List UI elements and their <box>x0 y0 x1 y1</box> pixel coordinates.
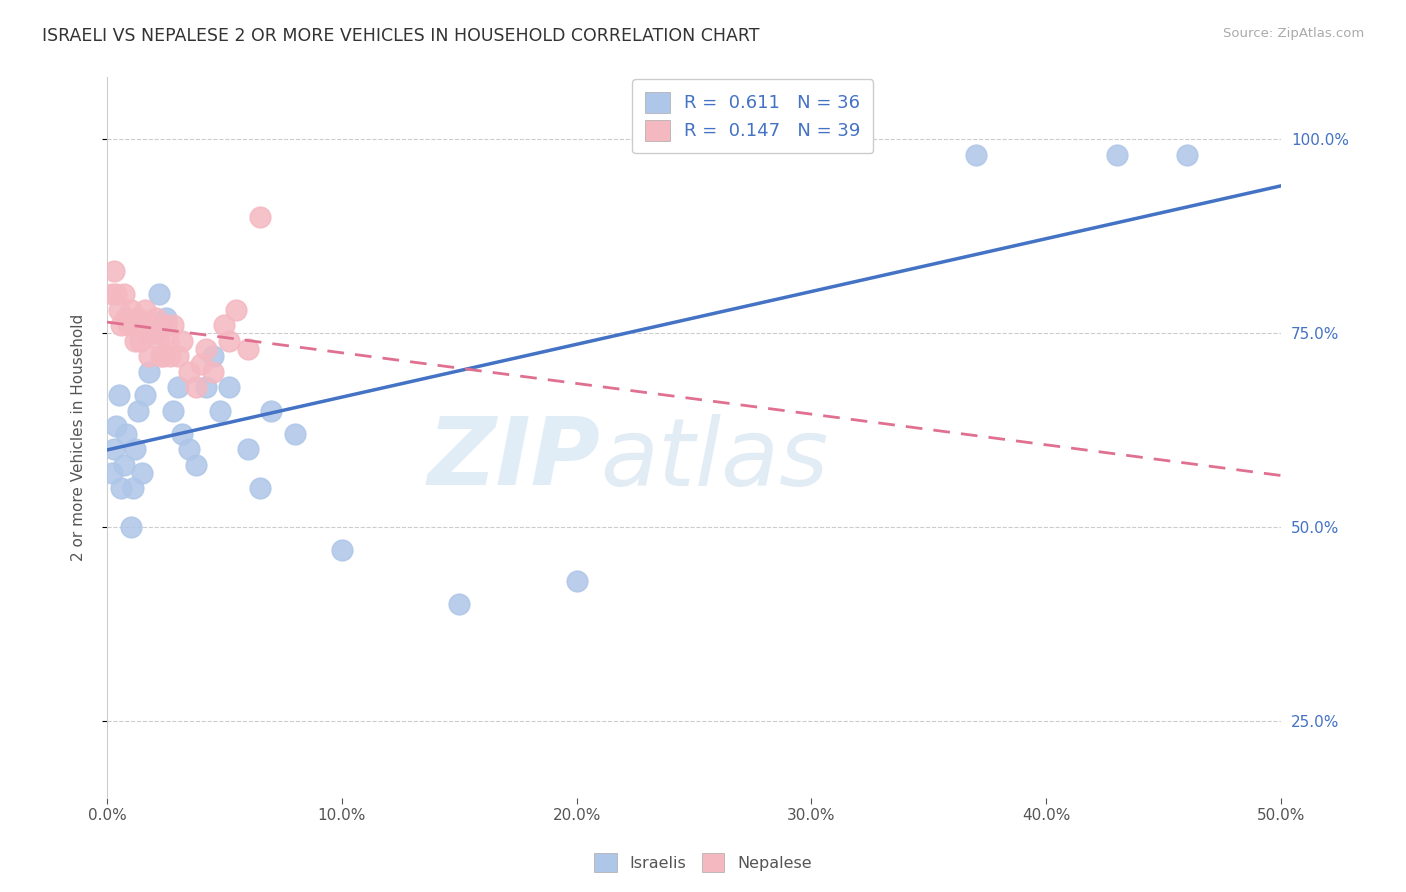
Point <box>186 380 208 394</box>
Point <box>330 543 353 558</box>
Point <box>110 318 132 333</box>
Point <box>150 350 173 364</box>
Text: Source: ZipAtlas.com: Source: ZipAtlas.com <box>1223 27 1364 40</box>
Point <box>162 318 184 333</box>
Point <box>115 310 138 325</box>
Point <box>134 302 156 317</box>
Point <box>155 318 177 333</box>
Point <box>124 442 146 457</box>
Text: atlas: atlas <box>600 414 828 505</box>
Point <box>141 326 163 340</box>
Point <box>162 403 184 417</box>
Point <box>186 458 208 472</box>
Point <box>172 334 194 348</box>
Point <box>190 357 212 371</box>
Point <box>236 342 259 356</box>
Point <box>134 388 156 402</box>
Point <box>136 326 159 340</box>
Point <box>143 318 166 333</box>
Point <box>115 426 138 441</box>
Point <box>122 481 145 495</box>
Point <box>214 318 236 333</box>
Point <box>157 334 180 348</box>
Point <box>131 466 153 480</box>
Point <box>108 388 131 402</box>
Point <box>166 350 188 364</box>
Legend: R =  0.611   N = 36, R =  0.147   N = 39: R = 0.611 N = 36, R = 0.147 N = 39 <box>633 79 873 153</box>
Point <box>112 287 135 301</box>
Point <box>148 287 170 301</box>
Point <box>110 481 132 495</box>
Point <box>143 326 166 340</box>
Point <box>112 458 135 472</box>
Point <box>108 302 131 317</box>
Point <box>249 210 271 224</box>
Point <box>138 350 160 364</box>
Point <box>129 334 152 348</box>
Point <box>965 148 987 162</box>
Point <box>179 365 201 379</box>
Point <box>218 380 240 394</box>
Point <box>148 334 170 348</box>
Point <box>138 365 160 379</box>
Point <box>103 264 125 278</box>
Point <box>166 380 188 394</box>
Point <box>225 302 247 317</box>
Point <box>284 426 307 441</box>
Point <box>236 442 259 457</box>
Point <box>201 350 224 364</box>
Point <box>105 419 128 434</box>
Point <box>120 302 142 317</box>
Point <box>145 310 167 325</box>
Point <box>127 403 149 417</box>
Point <box>1105 148 1128 162</box>
Point <box>159 350 181 364</box>
Point <box>100 287 122 301</box>
Y-axis label: 2 or more Vehicles in Household: 2 or more Vehicles in Household <box>72 314 86 561</box>
Point <box>218 334 240 348</box>
Point <box>1175 148 1198 162</box>
Point <box>565 574 588 588</box>
Point <box>127 310 149 325</box>
Point <box>120 520 142 534</box>
Point <box>122 318 145 333</box>
Point <box>117 318 139 333</box>
Point <box>449 598 471 612</box>
Point <box>249 481 271 495</box>
Point <box>155 310 177 325</box>
Point <box>105 287 128 301</box>
Point <box>152 350 174 364</box>
Text: ISRAELI VS NEPALESE 2 OR MORE VEHICLES IN HOUSEHOLD CORRELATION CHART: ISRAELI VS NEPALESE 2 OR MORE VEHICLES I… <box>42 27 759 45</box>
Legend: Israelis, Nepalese: Israelis, Nepalese <box>586 845 820 880</box>
Point <box>208 403 231 417</box>
Point <box>172 426 194 441</box>
Point <box>100 466 122 480</box>
Point <box>194 342 217 356</box>
Point <box>194 380 217 394</box>
Point <box>260 403 283 417</box>
Point <box>131 318 153 333</box>
Point <box>124 334 146 348</box>
Point <box>179 442 201 457</box>
Point <box>103 442 125 457</box>
Point <box>201 365 224 379</box>
Text: ZIP: ZIP <box>427 413 600 506</box>
